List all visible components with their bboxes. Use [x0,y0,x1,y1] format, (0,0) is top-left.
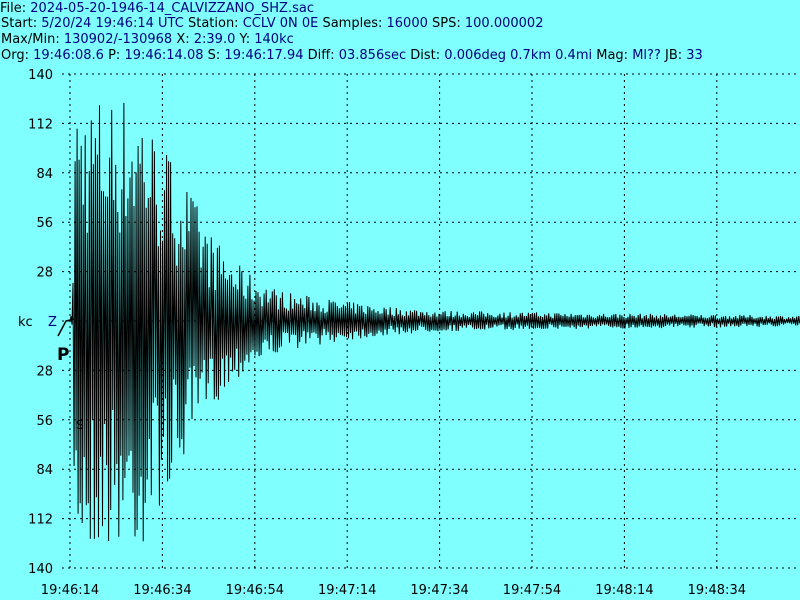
maxmin-value: 130902/-130968 [63,32,173,47]
file-line: File: 2024-05-20-1946-14_CALVIZZANO_SHZ.… [0,1,782,17]
y-value: 140kc [254,32,294,47]
jb-value: 33 [686,48,703,63]
dist-value: 0.006deg 0.7km 0.4mi [444,48,593,63]
y-tick-label: 28 [36,364,53,379]
x-tick-label: 19:46:54 [226,583,284,598]
x-tick-label: 19:48:14 [595,583,653,598]
org-label: Org: [1,48,29,63]
y-label: Y: [239,32,251,47]
y-tick-label: 140 [28,562,53,577]
y-tick-label: 56 [36,414,53,429]
jb-label: JB: [665,48,683,63]
y-tick-label: 84 [36,463,53,478]
s-pick-label: S [76,418,84,432]
x-tick-label: 19:47:54 [503,583,561,598]
file-name: 2024-05-20-1946-14_CALVIZZANO_SHZ.sac [30,1,314,16]
x-tick-labels: 19:46:14 19:46:34 19:46:54 19:47:14 19:47:34… [41,583,746,598]
s-value: 19:46:17.94 [224,48,304,63]
y-tick-labels: 140 112 84 56 28 28 56 84 112 140 [28,68,53,577]
mag-value: Ml?? [632,48,661,63]
p-pick-marker [57,318,75,337]
station-label: Station: [187,16,239,31]
station-value: CCLV 0N 0E [242,16,319,31]
file-label: File: [0,1,27,16]
s-label: S: [207,48,221,63]
diff-label: Diff: [307,48,335,63]
p-value: 19:46:14.08 [124,48,204,63]
sps-label: SPS: [432,16,461,31]
x-tick-label: 19:48:34 [688,583,746,598]
x-tick-label: 19:46:14 [41,583,99,598]
mag-label: Mag: [596,48,629,63]
start-label: Start: [1,16,38,31]
x-tick-label: 19:46:34 [133,583,191,598]
samples-label: Samples: [322,16,383,31]
dist-label: Dist: [410,48,441,63]
maxmin-line: Max/Min: 130902/-130968 X: 2:39.0 Y: 140… [1,32,294,48]
maxmin-label: Max/Min: [1,32,60,47]
x-value: 2:39.0 [193,32,236,47]
y-tick-label: 112 [28,513,53,528]
start-line: Start: 5/20/24 19:46:14 UTC Station: CCL… [1,16,543,32]
y-tick-label: 140 [28,68,53,83]
y-tick-label: 56 [36,216,53,231]
y-tick-label: 84 [36,167,53,182]
y-tick-label: 28 [36,266,53,281]
x-label: X: [176,32,190,47]
org-line: Org: 19:46:08.6 P: 19:46:14.08 S: 19:46:… [1,48,703,64]
p-label: P: [108,48,121,63]
samples-value: 16000 [386,16,428,31]
y-tick-label: 112 [28,117,53,132]
start-value: 5/20/24 19:46:14 UTC [41,16,184,31]
x-tick-label: 19:47:14 [318,583,376,598]
unit-label: kc [18,315,33,330]
seismogram-trace [69,102,800,542]
diff-value: 03.856sec [338,48,407,63]
x-tick-label: 19:47:34 [410,583,468,598]
p-pick-label: P [57,345,69,365]
component-label: Z [48,315,57,330]
sps-value: 100.000002 [464,16,544,31]
org-value: 19:46:08.6 [33,48,104,63]
